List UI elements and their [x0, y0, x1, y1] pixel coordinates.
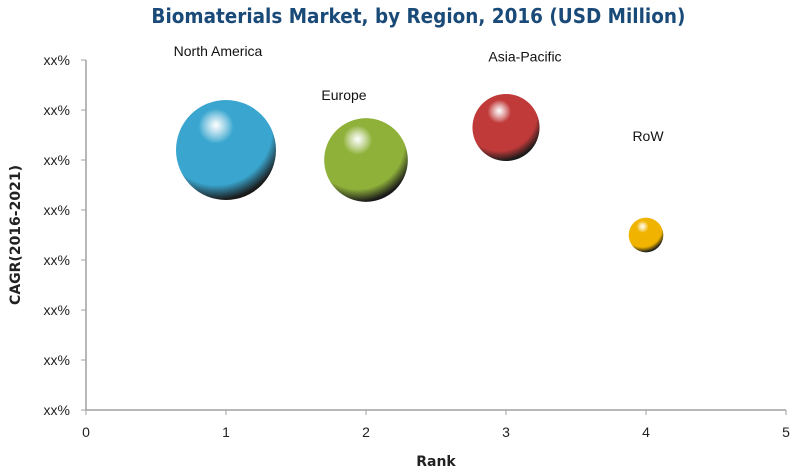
x-tick-label: 4 [642, 424, 650, 440]
bubble-row [628, 217, 664, 253]
chart-title: Biomaterials Market, by Region, 2016 (US… [151, 4, 686, 28]
x-tick-label: 1 [222, 424, 230, 440]
bubble-label: Asia-Pacific [488, 49, 561, 65]
y-tick-label: xx% [44, 352, 70, 368]
y-tick-label: xx% [44, 202, 70, 218]
y-axis-label: CAGR(2016-2021) [8, 165, 24, 305]
x-axis-label: Rank [416, 454, 456, 470]
x-tick-label: 5 [782, 424, 790, 440]
y-tick-label: xx% [44, 102, 70, 118]
bubble-north-america [176, 100, 276, 200]
bubble-europe [324, 118, 408, 202]
y-tick-label: xx% [44, 402, 70, 418]
bubble-label: Europe [321, 87, 366, 103]
x-tick-label: 3 [502, 424, 510, 440]
bubble-asia-pacific [472, 93, 540, 162]
y-tick-label: xx% [44, 302, 70, 318]
y-tick-label: xx% [44, 52, 70, 68]
bubble-label: RoW [632, 128, 664, 144]
x-tick-label: 2 [362, 424, 370, 440]
y-tick-label: xx% [44, 152, 70, 168]
bubble-label: North America [174, 43, 263, 59]
x-tick-label: 0 [82, 424, 90, 440]
y-tick-label: xx% [44, 252, 70, 268]
